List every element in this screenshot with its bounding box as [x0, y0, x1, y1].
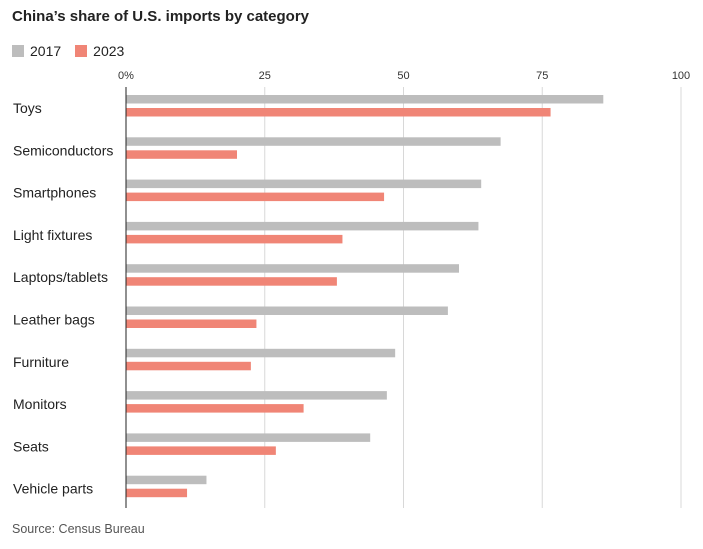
- bar-seats-2023: [126, 446, 276, 455]
- bar-light-fixtures-2017: [126, 221, 479, 231]
- bar-furniture-2017: [126, 348, 396, 358]
- legend-swatch-2017: [12, 45, 24, 57]
- category-label-leather-bags: Leather bags: [13, 312, 95, 328]
- bar-toys-2017: [126, 95, 604, 104]
- bar-vehicle-parts-2017: [126, 475, 207, 485]
- bar-monitors-2017: [126, 391, 387, 400]
- x-tick-label-75: 75: [536, 70, 548, 82]
- category-label-light-fixtures: Light fixtures: [13, 227, 92, 243]
- chart-title: China’s share of U.S. imports by categor…: [12, 8, 310, 25]
- bar-smartphones-2017: [126, 179, 482, 189]
- bar-toys-2023: [126, 108, 551, 117]
- category-label-monitors: Monitors: [13, 396, 67, 412]
- bar-vehicle-parts-2023: [126, 488, 188, 498]
- category-label-toys: Toys: [13, 100, 42, 116]
- category-label-seats: Seats: [13, 438, 49, 454]
- bar-semiconductors-2017: [126, 137, 501, 146]
- legend: 2017 2023: [12, 43, 138, 59]
- legend-swatch-2023: [75, 45, 88, 57]
- x-tick-label-100: 100: [672, 70, 690, 82]
- bar-monitors-2023: [126, 404, 304, 413]
- x-tick-label-50: 50: [397, 70, 409, 82]
- legend-label-2023: 2023: [93, 43, 125, 59]
- category-label-smartphones: Smartphones: [13, 185, 96, 201]
- bar-light-fixtures-2023: [126, 234, 343, 244]
- category-label-semiconductors: Semiconductors: [13, 142, 113, 158]
- bar-semiconductors-2023: [126, 150, 237, 159]
- legend-label-2017: 2017: [30, 43, 62, 59]
- category-label-furniture: Furniture: [13, 354, 69, 370]
- bar-smartphones-2023: [126, 192, 385, 202]
- bar-laptops-tablets-2017: [126, 264, 459, 273]
- source-note: Source: Census Bureau: [12, 522, 145, 536]
- legend-item-2023: 2023: [75, 43, 124, 59]
- x-tick-label-0: 0%: [118, 70, 134, 82]
- bar-leather-bags-2023: [126, 319, 257, 328]
- bar-laptops-tablets-2023: [126, 277, 337, 286]
- bar-furniture-2023: [126, 361, 251, 371]
- legend-item-2017: 2017: [12, 43, 61, 59]
- bar-leather-bags-2017: [126, 306, 448, 315]
- category-label-vehicle-parts: Vehicle parts: [13, 481, 93, 497]
- x-tick-label-25: 25: [259, 70, 271, 82]
- bar-seats-2017: [126, 433, 371, 442]
- category-label-laptops-tablets: Laptops/tablets: [13, 269, 108, 285]
